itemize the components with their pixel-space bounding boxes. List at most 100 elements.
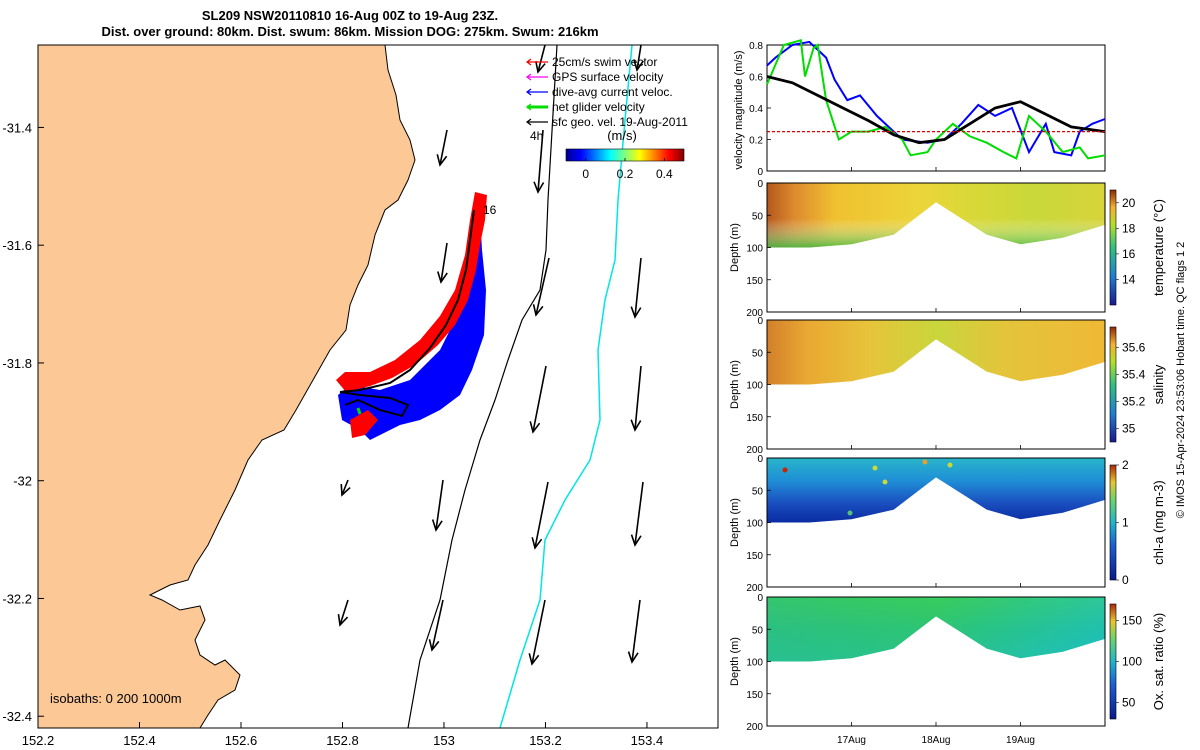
map-x-tick-label: 152.8 [326, 733, 359, 748]
oxygen-colorbar [1109, 603, 1117, 720]
legend-label: GPS surface velocity [552, 70, 663, 84]
colorbar-tick-label: 0 [1122, 573, 1129, 587]
geo-velocity-arrow [636, 45, 642, 71]
map-y-tick-label: -32.4 [2, 709, 32, 724]
oxygen-panel: 0 50 100 150 200 Depth (m) 50 100 150 Ox. sat. ra… [729, 593, 1166, 733]
geo-velocity-arrow [537, 129, 544, 193]
speed-colorbar: (m/s) 0 0.2 0.4 [565, 128, 685, 181]
colorbar-tick-label: 35.4 [1122, 367, 1146, 381]
legend-label: 25cm/s swim vector [552, 55, 657, 69]
map-x-tick-label: 153.4 [631, 733, 664, 748]
chla-high-sample [782, 467, 788, 473]
colorbar-tick-label: 100 [1122, 655, 1142, 669]
map-x-axis: 152.2 152.4 152.6 152.8 153 153.2 153.4 [22, 722, 664, 748]
map-y-tick-label: -31.4 [2, 120, 32, 135]
depth-tick-label: 100 [746, 381, 763, 392]
chla-high-sample [882, 479, 888, 485]
isobaths-label: isobaths: 0 200 1000m [50, 691, 182, 706]
geo-velocity-arrowhead [627, 651, 639, 664]
chla-high-sample [847, 510, 853, 516]
map-y-tick-label: -31.6 [2, 238, 32, 253]
chla-colorbar-label: chl-a (mg m-3) [1151, 480, 1166, 565]
map-y-tick-label: -31.8 [2, 356, 32, 371]
oxygen-colorbar-label: Ox. sat. ratio (%) [1151, 613, 1166, 711]
colorbar-tick-label: 0 [582, 167, 589, 181]
geo-velocity-arrowhead [630, 419, 642, 432]
geo-velocity-arrow [341, 479, 349, 496]
geo-velocity-arrowhead [428, 639, 440, 652]
depth-tick-label: 150 [746, 413, 763, 424]
title-line-2: Dist. over ground: 80km. Dist. swum: 86k… [101, 24, 599, 39]
depth-tick-label: 200 [746, 308, 763, 319]
salinity-ylabel: Depth (m) [729, 360, 741, 409]
depth-tick-label: 0 [757, 454, 763, 465]
salinity-colorbar [1109, 326, 1117, 443]
track-end-label: 16 [483, 203, 497, 217]
velocity-ylabel: velocity magnitude (m/s) [733, 50, 745, 169]
depth-tick-label: 100 [746, 244, 763, 255]
map-x-tick-label: 152.2 [22, 733, 55, 748]
geo-velocity-arrowhead [535, 61, 546, 74]
colorbar-tick-label: 18 [1122, 221, 1136, 235]
legend-label: dive-avg current veloc. [552, 85, 673, 99]
colorbar-tick-label: 2 [1122, 458, 1129, 472]
depth-tick-label: 100 [746, 658, 763, 669]
geo-velocity-arrow [634, 481, 644, 546]
map-x-tick-label: 153.2 [529, 733, 562, 748]
swim-vector-fan [336, 192, 487, 438]
temperature-colorbar [1109, 189, 1117, 306]
colorbar-tick-label: 1 [1122, 516, 1129, 530]
colorbar-tick-label: 50 [1122, 696, 1136, 710]
salinity-colorbar-label: salinity [1151, 364, 1166, 404]
isobath-200m [407, 45, 558, 728]
geo-velocity-arrowhead [337, 613, 349, 627]
map-y-axis: -31.4 -31.6 -31.8 -32 -32.2 -32.4 [2, 120, 44, 724]
depth-tick-label: 50 [752, 211, 764, 222]
geo-velocity-arrow [532, 365, 547, 433]
geo-velocity-arrowhead [633, 59, 644, 72]
depth-tick-label: 200 [746, 445, 763, 456]
dive-avg-current-fan [338, 212, 486, 440]
colorbar-tick-label: 14 [1122, 272, 1136, 286]
title-line-1: SL209 NSW20110810 16-Aug 00Z to 19-Aug 2… [201, 8, 499, 23]
geo-velocity-arrow [535, 257, 550, 316]
map-x-tick-label: 152.6 [225, 733, 258, 748]
geo-velocity-arrowhead [528, 653, 540, 666]
depth-tick-label: 0 [757, 316, 763, 327]
geo-velocity-arrow [634, 365, 642, 431]
salinity-section-field [767, 320, 1105, 385]
geo-velocity-arrowhead [630, 306, 642, 319]
velocity-y-tick-label: 0.4 [749, 104, 763, 115]
colorbar-tick-label: 0.2 [617, 167, 634, 181]
chla-section-field [767, 458, 1105, 523]
geo-velocity-arrowhead [531, 537, 543, 550]
geo-velocity-arrowhead [431, 519, 443, 532]
velocity-series [766, 39, 1106, 160]
velocity-y-tick-label: 0.2 [749, 136, 763, 147]
map-panel: 152.2 152.4 152.6 152.8 153 153.2 153.4 -31.4-… [2, 44, 719, 748]
geo-velocity-arrowhead [533, 181, 545, 194]
colorbar-tick-label: 16 [1122, 247, 1136, 261]
depth-tick-label: 0 [757, 593, 763, 604]
isobath-1000m-line [499, 45, 633, 728]
colorbar-tick-label: 35.2 [1122, 394, 1146, 408]
map-x-tick-label: 152.4 [123, 733, 156, 748]
legend-arrowhead [526, 88, 532, 96]
oxygen-ylabel: Depth (m) [729, 637, 741, 686]
geo-velocity-arrow [440, 242, 448, 283]
temperature-section-shading [767, 183, 1105, 248]
velocity-panel: 0 0.2 0.4 0.6 0.8 velocity magnitude (m/s) [733, 39, 1106, 178]
depth-tick-label: 0 [757, 179, 763, 190]
chla-ylabel: Depth (m) [729, 498, 741, 547]
temperature-panel: 0 50 100 150 200 Depth (m) 14 16 18 20 temperature… [729, 179, 1166, 319]
chla-high-sample [872, 465, 878, 471]
footer-credit: © IMOS 15-Apr-2024 23:53:06 Hobart time.… [1175, 242, 1187, 519]
time-tick-label: 19Aug [1006, 735, 1035, 746]
scale-label: 4h [530, 129, 543, 143]
isobath-1000m [499, 45, 633, 728]
colorbar-tick-label: 20 [1122, 196, 1136, 210]
depth-tick-label: 150 [746, 276, 763, 287]
chla-high-sample [922, 459, 928, 465]
depth-tick-label: 200 [746, 722, 763, 733]
